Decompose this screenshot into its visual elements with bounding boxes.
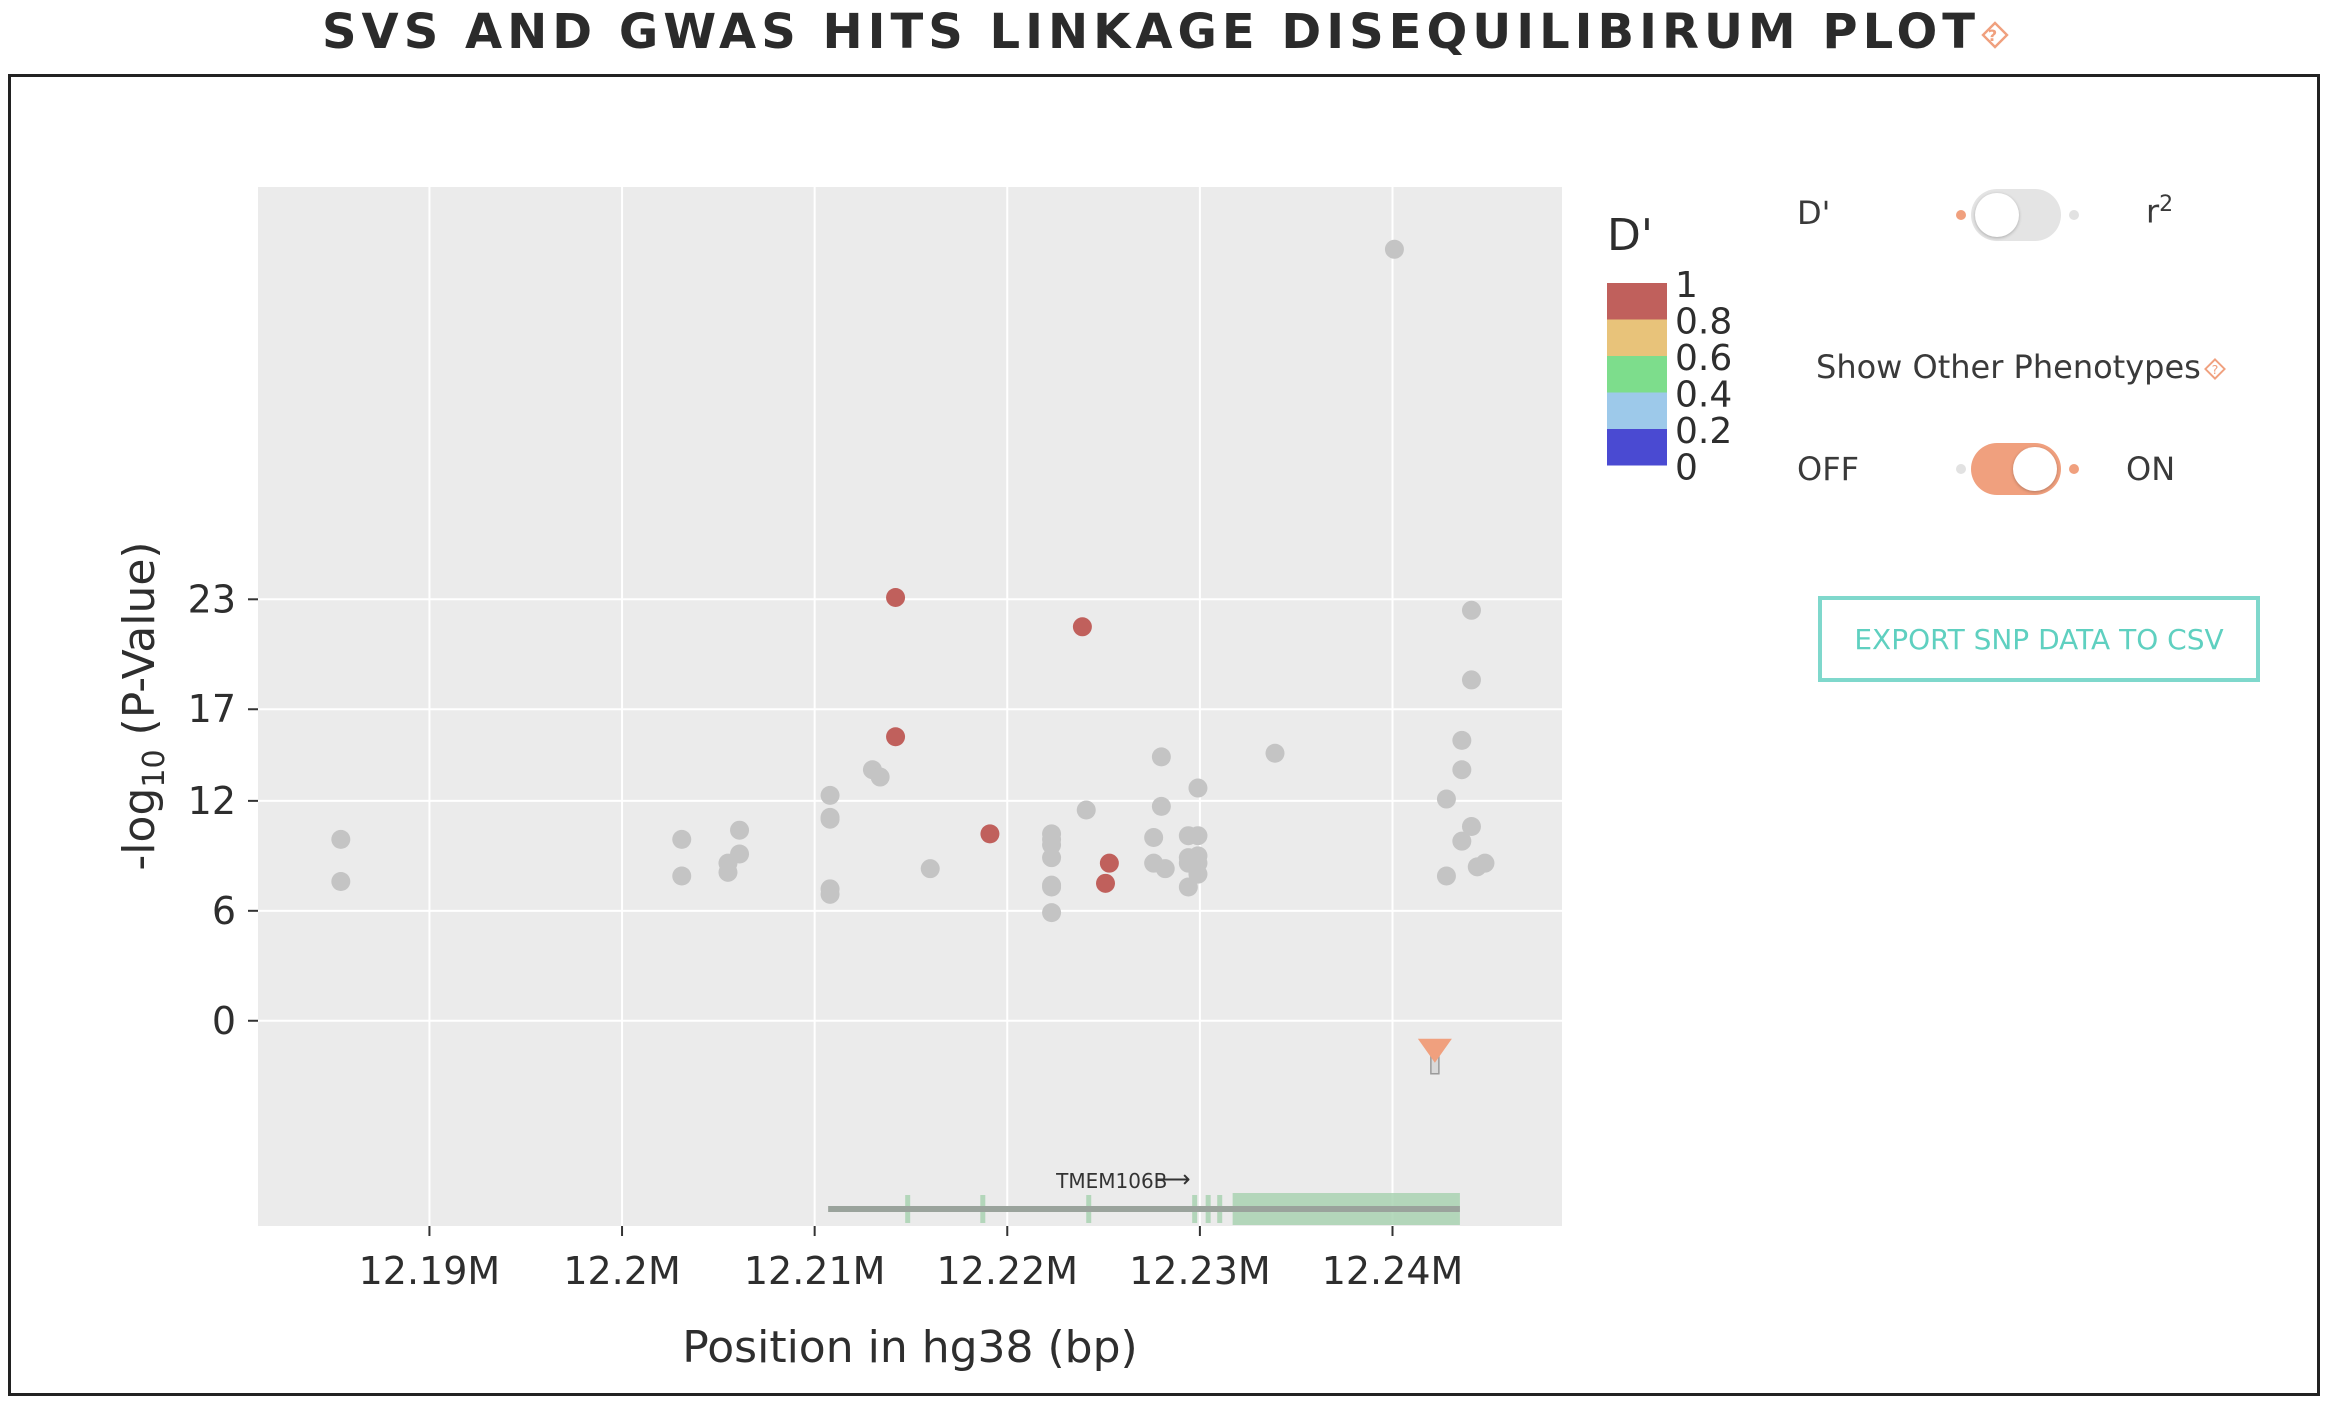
question-diamond-icon[interactable]: ? — [1980, 20, 2010, 50]
snp-point[interactable] — [1096, 873, 1116, 893]
legend-title: D' — [1607, 210, 1653, 261]
y-tick-label: 6 — [212, 889, 236, 933]
page-title: SVS AND GWAS HITS LINKAGE DISEQUILIBIRUM… — [0, 4, 2332, 60]
snp-point[interactable] — [1042, 903, 1062, 923]
d-prime-label: D' — [1797, 194, 1831, 232]
snp-point[interactable] — [672, 866, 692, 886]
toggle-dot-right — [2069, 464, 2079, 474]
snp-point[interactable] — [1099, 853, 1119, 873]
x-axis-label: Position in hg38 (bp) — [682, 1322, 1137, 1373]
snp-point[interactable] — [980, 824, 1000, 844]
legend-label: 1 — [1675, 265, 1698, 306]
snp-point[interactable] — [1042, 877, 1062, 897]
gene-strand-arrow: ⟶ — [1156, 1165, 1190, 1193]
phenotypes-off-label: OFF — [1797, 450, 1859, 488]
x-tick-label: 12.19M — [359, 1249, 501, 1293]
legend-label: 0 — [1675, 448, 1698, 489]
toggle-dot-left — [1956, 464, 1966, 474]
legend-color-swatch — [1607, 319, 1667, 356]
legend-label: 0.6 — [1675, 338, 1732, 379]
snp-point[interactable] — [1188, 826, 1208, 846]
svg-text:?: ? — [1988, 26, 2002, 45]
snp-point[interactable] — [331, 829, 351, 849]
x-tick-label: 12.21M — [744, 1249, 886, 1293]
snp-point[interactable] — [1151, 747, 1171, 767]
plot-panel — [258, 187, 1562, 1226]
y-tick-label: 17 — [188, 687, 236, 731]
snp-point[interactable] — [1461, 600, 1481, 620]
x-tick-label: 12.22M — [936, 1249, 1078, 1293]
toggle-knob — [2013, 447, 2057, 491]
show-phenotypes-label: Show Other Phenotypes? — [1816, 348, 2227, 386]
ld-metric-toggle[interactable] — [1971, 189, 2061, 241]
snp-point[interactable] — [1076, 800, 1096, 820]
snp-point[interactable] — [1265, 743, 1285, 763]
snp-point[interactable] — [1461, 670, 1481, 690]
snp-point[interactable] — [1155, 859, 1175, 879]
snp-point[interactable] — [1384, 239, 1404, 259]
snp-point[interactable] — [1452, 831, 1472, 851]
snp-point[interactable] — [1461, 817, 1481, 837]
snp-point[interactable] — [1436, 789, 1456, 809]
x-tick-label: 12.2M — [563, 1249, 680, 1293]
svg-text:?: ? — [2211, 363, 2218, 378]
x-tick-label: 12.23M — [1129, 1249, 1271, 1293]
snp-point[interactable] — [1188, 864, 1208, 884]
legend-label: 0.8 — [1675, 302, 1732, 343]
y-tick-label: 0 — [212, 999, 236, 1043]
legend-color-swatch — [1607, 283, 1667, 320]
snp-point[interactable] — [331, 871, 351, 891]
gene-label: TMEM106B — [1055, 1169, 1167, 1193]
snp-point[interactable] — [1042, 848, 1062, 868]
snp-point[interactable] — [820, 785, 840, 805]
legend-label: 0.2 — [1675, 411, 1732, 452]
snp-point[interactable] — [1475, 853, 1495, 873]
snp-point[interactable] — [672, 829, 692, 849]
snp-point[interactable] — [886, 727, 906, 747]
toggle-dot-left — [1956, 210, 1966, 220]
export-snp-csv-button[interactable]: EXPORT SNP DATA TO CSV — [1818, 596, 2260, 682]
legend-color-swatch — [1607, 429, 1667, 466]
plot-frame — [8, 74, 2320, 1396]
y-axis-label: -log10 (P-Value) — [114, 541, 172, 870]
y-tick-label: 23 — [188, 577, 236, 621]
snp-point[interactable] — [1151, 796, 1171, 816]
snp-point[interactable] — [1452, 760, 1472, 780]
snp-point[interactable] — [1452, 730, 1472, 750]
legend-color-swatch — [1607, 356, 1667, 393]
x-tick-label: 12.24M — [1322, 1249, 1464, 1293]
snp-point[interactable] — [870, 767, 890, 787]
legend-color-swatch — [1607, 392, 1667, 429]
legend-label: 0.4 — [1675, 375, 1732, 416]
snp-point[interactable] — [820, 884, 840, 904]
snp-point[interactable] — [718, 862, 738, 882]
sv-marker[interactable] — [1417, 1038, 1452, 1063]
toggle-knob — [1975, 193, 2019, 237]
question-diamond-icon[interactable]: ? — [2203, 357, 2227, 381]
r-squared-label: r2 — [2146, 192, 2174, 231]
toggle-dot-right — [2069, 210, 2079, 220]
snp-point[interactable] — [1436, 866, 1456, 886]
snp-point[interactable] — [920, 859, 940, 879]
phenotypes-on-label: ON — [2126, 450, 2176, 488]
snp-point[interactable] — [730, 820, 750, 840]
snp-point[interactable] — [820, 809, 840, 829]
snp-point[interactable] — [1072, 617, 1092, 637]
page-title-text: SVS AND GWAS HITS LINKAGE DISEQUILIBIRUM… — [321, 4, 1980, 60]
snp-point[interactable] — [1144, 828, 1164, 848]
snp-point[interactable] — [1188, 778, 1208, 798]
show-phenotypes-toggle[interactable] — [1971, 443, 2061, 495]
y-tick-label: 12 — [188, 779, 236, 823]
snp-point[interactable] — [886, 587, 906, 607]
snp-point[interactable] — [730, 844, 750, 864]
